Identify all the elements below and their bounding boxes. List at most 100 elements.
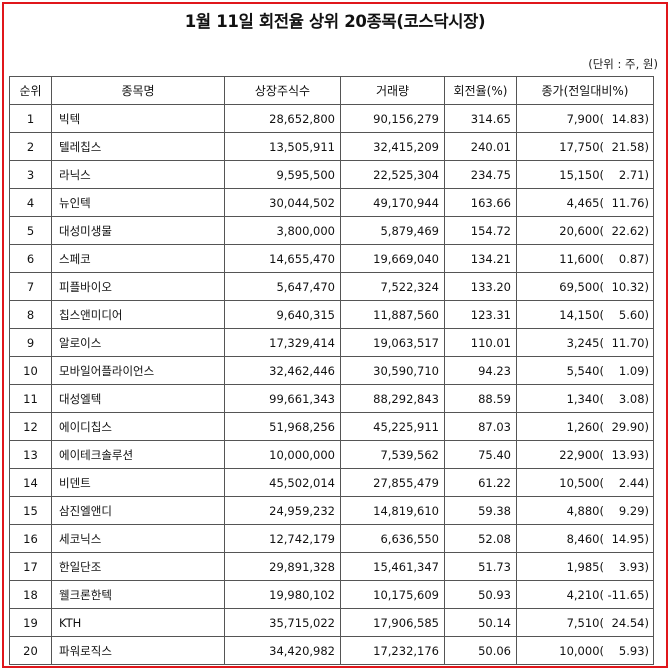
turnover-cell: 52.08 xyxy=(444,524,517,553)
stock-name-cell: 빅텍 xyxy=(51,104,225,133)
table-row: 6 스페코 14,655,470 19,669,040 134.21 11,600(0.8… xyxy=(9,244,654,273)
listed-shares-cell: 34,420,982 xyxy=(224,636,341,665)
closing-price: 7,900( xyxy=(566,111,604,126)
table-row: 18 웰크론한텍 19,980,102 10,175,609 50.93 4,210(-1… xyxy=(9,580,654,609)
listed-shares-cell: 14,655,470 xyxy=(224,244,341,273)
stock-name-cell: 대성미생물 xyxy=(51,216,225,245)
listed-shares-cell: 35,715,022 xyxy=(224,608,341,637)
closing-price: 15,150( xyxy=(559,167,604,182)
stock-name-cell: 세코닉스 xyxy=(51,524,225,553)
turnover-cell: 154.72 xyxy=(444,216,517,245)
table-row: 7 피플바이오 5,647,470 7,522,324 133.20 69,500(10.… xyxy=(9,272,654,301)
stock-name-cell: 파워로직스 xyxy=(51,636,225,665)
stock-name-cell: 한일단조 xyxy=(51,552,225,581)
listed-shares-cell: 45,502,014 xyxy=(224,468,341,497)
rank-cell: 5 xyxy=(9,216,52,245)
stock-name-cell: 대성엘텍 xyxy=(51,384,225,413)
volume-cell: 17,906,585 xyxy=(340,608,445,637)
rank-cell: 6 xyxy=(9,244,52,273)
closing-price: 1,340( xyxy=(566,391,604,406)
listed-shares-cell: 9,595,500 xyxy=(224,160,341,189)
closing-price-cell: 14,150(5.60) xyxy=(516,300,654,329)
table-header-row: 순위 종목명 상장주식수 거래량 회전율(%) 종가(전일대비%) xyxy=(9,76,654,105)
listed-shares-cell: 5,647,470 xyxy=(224,272,341,301)
listed-shares-cell: 29,891,328 xyxy=(224,552,341,581)
change-percent: 22.62) xyxy=(611,223,649,238)
table-row: 9 알로이스 17,329,414 19,063,517 110.01 3,245(11.… xyxy=(9,328,654,357)
table-row: 5 대성미생물 3,800,000 5,879,469 154.72 20,600(22.… xyxy=(9,216,654,245)
table-row: 12 에이디칩스 51,968,256 45,225,911 87.03 1,260(29… xyxy=(9,412,654,441)
closing-price-cell: 22,900(13.93) xyxy=(516,440,654,469)
rank-cell: 14 xyxy=(9,468,52,497)
volume-cell: 22,525,304 xyxy=(340,160,445,189)
closing-price: 5,540( xyxy=(566,363,604,378)
turnover-cell: 123.31 xyxy=(444,300,517,329)
listed-shares-cell: 13,505,911 xyxy=(224,132,341,161)
turnover-cell: 61.22 xyxy=(444,468,517,497)
turnover-cell: 50.14 xyxy=(444,608,517,637)
volume-cell: 32,415,209 xyxy=(340,132,445,161)
header-name: 종목명 xyxy=(51,76,225,105)
turnover-cell: 87.03 xyxy=(444,412,517,441)
turnover-table: 순위 종목명 상장주식수 거래량 회전율(%) 종가(전일대비%) 1 빅텍 28,… xyxy=(9,76,654,665)
table-row: 1 빅텍 28,652,800 90,156,279 314.65 7,900(14.83… xyxy=(9,104,654,133)
volume-cell: 27,855,479 xyxy=(340,468,445,497)
stock-name-cell: 피플바이오 xyxy=(51,272,225,301)
table-row: 13 에이테크솔루션 10,000,000 7,539,562 75.40 22,900(… xyxy=(9,440,654,469)
change-percent: 24.54) xyxy=(611,615,649,630)
change-percent: 29.90) xyxy=(611,419,649,434)
change-percent: 2.44) xyxy=(618,475,649,490)
header-shares: 상장주식수 xyxy=(224,76,341,105)
stock-name-cell: 모바일어플라이언스 xyxy=(51,356,225,385)
change-percent: 14.95) xyxy=(611,531,649,546)
closing-price: 17,750( xyxy=(559,139,604,154)
volume-cell: 17,232,176 xyxy=(340,636,445,665)
closing-price-cell: 17,750(21.58) xyxy=(516,132,654,161)
change-percent: 3.08) xyxy=(618,391,649,406)
table-row: 19 KTH 35,715,022 17,906,585 50.14 7,510(24.5… xyxy=(9,608,654,637)
turnover-cell: 110.01 xyxy=(444,328,517,357)
volume-cell: 7,539,562 xyxy=(340,440,445,469)
turnover-cell: 51.73 xyxy=(444,552,517,581)
closing-price-cell: 8,460( 14.95) xyxy=(516,524,654,553)
closing-price: 69,500( xyxy=(559,279,604,294)
rank-cell: 13 xyxy=(9,440,52,469)
closing-price-cell: 20,600(22.62) xyxy=(516,216,654,245)
volume-cell: 19,669,040 xyxy=(340,244,445,273)
closing-price-cell: 10,000( 5.93) xyxy=(516,636,654,665)
rank-cell: 19 xyxy=(9,608,52,637)
closing-price: 4,465( xyxy=(566,195,604,210)
listed-shares-cell: 28,652,800 xyxy=(224,104,341,133)
table-row: 20 파워로직스 34,420,982 17,232,176 50.06 10,000(5… xyxy=(9,636,654,665)
closing-price-cell: 7,900(14.83) xyxy=(516,104,654,133)
volume-cell: 5,879,469 xyxy=(340,216,445,245)
turnover-cell: 133.20 xyxy=(444,272,517,301)
listed-shares-cell: 51,968,256 xyxy=(224,412,341,441)
unit-note: (단위 : 주, 원) xyxy=(588,57,658,71)
listed-shares-cell: 3,800,000 xyxy=(224,216,341,245)
stock-name-cell: 텔레칩스 xyxy=(51,132,225,161)
closing-price: 10,000( xyxy=(559,643,604,658)
stock-name-cell: 칩스앤미디어 xyxy=(51,300,225,329)
closing-price: 1,985( xyxy=(566,559,604,574)
closing-price: 8,460( xyxy=(566,531,604,546)
closing-price: 11,600( xyxy=(559,251,604,266)
table-row: 3 라닉스 9,595,500 22,525,304 234.75 15,150(2.71… xyxy=(9,160,654,189)
turnover-cell: 50.93 xyxy=(444,580,517,609)
table-row: 4 뉴인텍 30,044,502 49,170,944 163.66 4,465(11.7… xyxy=(9,188,654,217)
listed-shares-cell: 99,661,343 xyxy=(224,384,341,413)
listed-shares-cell: 24,959,232 xyxy=(224,496,341,525)
turnover-cell: 240.01 xyxy=(444,132,517,161)
rank-cell: 9 xyxy=(9,328,52,357)
closing-price-cell: 69,500(10.32) xyxy=(516,272,654,301)
change-percent: 5.93) xyxy=(618,643,649,658)
header-rank: 순위 xyxy=(9,76,52,105)
table-row: 8 칩스앤미디어 9,640,315 11,887,560 123.31 14,150(5… xyxy=(9,300,654,329)
volume-cell: 14,819,610 xyxy=(340,496,445,525)
stock-name-cell: 알로이스 xyxy=(51,328,225,357)
closing-price-cell: 1,260(29.90) xyxy=(516,412,654,441)
change-percent: 11.70) xyxy=(611,335,649,350)
closing-price: 4,210( xyxy=(566,587,604,602)
table-row: 17 한일단조 29,891,328 15,461,347 51.73 1,985(3.9… xyxy=(9,552,654,581)
